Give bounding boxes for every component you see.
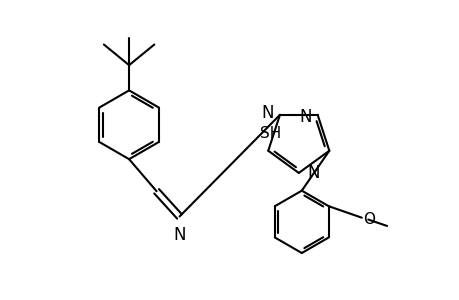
Text: N: N: [298, 108, 311, 126]
Text: SH: SH: [259, 126, 280, 141]
Text: O: O: [362, 212, 374, 227]
Text: N: N: [261, 103, 274, 122]
Text: N: N: [173, 226, 185, 244]
Text: N: N: [306, 164, 319, 182]
